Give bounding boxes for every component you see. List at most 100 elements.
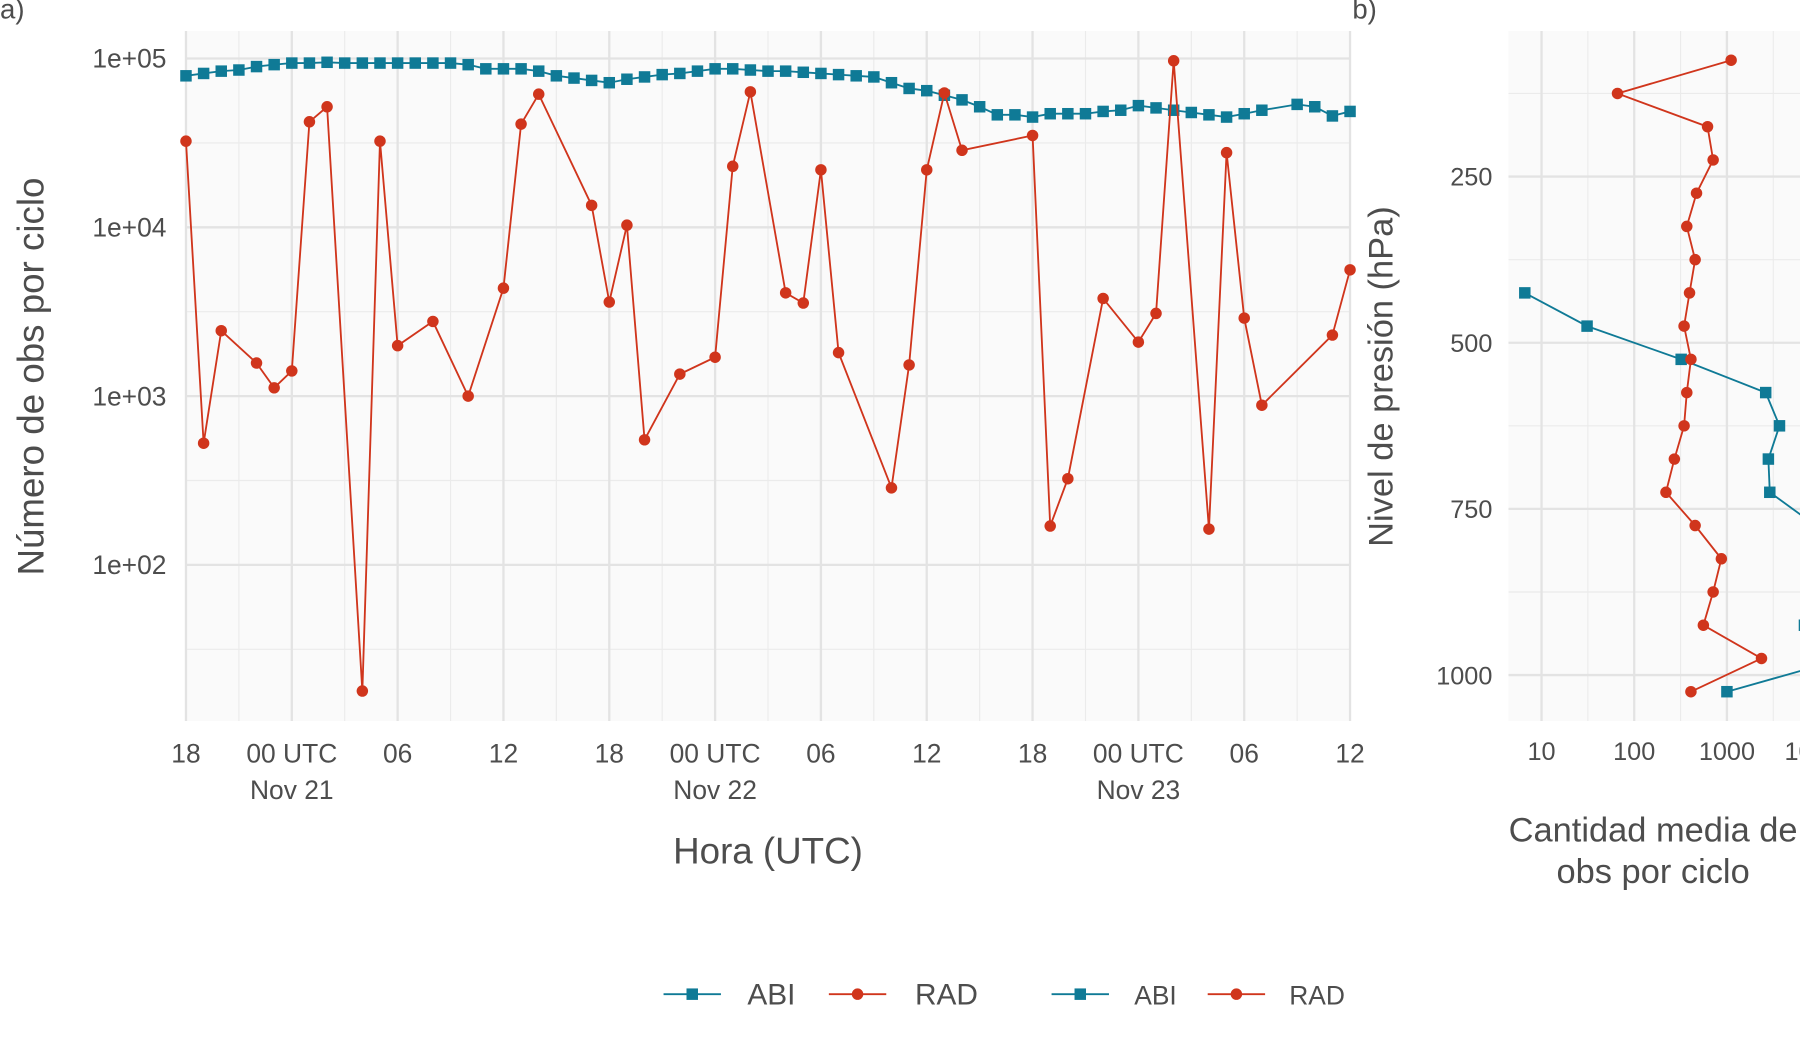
marker (797, 297, 810, 309)
x-tick-label: 12 (1335, 738, 1364, 768)
marker (1685, 353, 1697, 366)
marker (674, 368, 686, 380)
x-tick-label: 12 (912, 738, 941, 768)
x-tick-label: 06 (806, 738, 835, 768)
marker (1044, 520, 1056, 532)
marker (709, 63, 721, 75)
marker (903, 359, 915, 371)
marker (779, 287, 792, 299)
marker (1678, 320, 1690, 332)
y-tick-label: 1e+04 (92, 213, 166, 243)
marker (1309, 101, 1321, 113)
marker (1097, 105, 1109, 118)
marker (1150, 307, 1162, 320)
panel-tag: a) (0, 0, 25, 24)
marker (815, 67, 827, 80)
marker (1755, 652, 1768, 665)
marker (621, 219, 633, 231)
marker (338, 57, 351, 69)
marker (1690, 187, 1703, 199)
legend-label: ABI (747, 979, 795, 1012)
x-tick-label: 18 (595, 738, 624, 768)
x-tick-label: 18 (1018, 738, 1047, 768)
marker (497, 282, 510, 294)
marker (832, 346, 845, 359)
marker (1291, 98, 1303, 111)
x-tick-label: 00 UTC Nov 23 (1093, 738, 1184, 805)
marker (532, 65, 545, 77)
marker (568, 72, 580, 84)
marker (497, 63, 510, 75)
marker (1715, 553, 1728, 565)
marker (1707, 586, 1719, 598)
marker (603, 76, 616, 89)
marker (1150, 102, 1162, 114)
marker (1344, 264, 1356, 276)
marker (197, 437, 210, 449)
y-tick-label: 750 (1450, 496, 1492, 524)
marker (1721, 685, 1733, 698)
marker (1203, 109, 1215, 121)
legend-marker (851, 988, 864, 1000)
marker (286, 57, 298, 69)
marker (1701, 120, 1714, 133)
x-tick-label: 00 UTC Nov 22 (670, 738, 761, 805)
marker (885, 76, 898, 89)
marker (638, 434, 651, 446)
marker (691, 65, 704, 77)
marker (1256, 104, 1268, 116)
x-tick-label: 1000 (1699, 738, 1755, 766)
marker (1707, 154, 1719, 166)
marker (726, 63, 739, 75)
legend-marker (1074, 988, 1087, 1000)
marker (1581, 320, 1593, 332)
marker (1611, 87, 1624, 100)
marker (1238, 312, 1250, 324)
marker (744, 86, 757, 98)
marker (1132, 99, 1145, 112)
marker (480, 63, 492, 75)
marker (268, 382, 280, 394)
marker (1681, 220, 1693, 233)
marker (286, 365, 298, 377)
marker (1167, 55, 1180, 67)
marker (427, 315, 439, 328)
marker (1326, 329, 1339, 341)
x-tick-label: 06 (383, 738, 412, 768)
marker (1026, 129, 1039, 142)
marker (603, 296, 616, 308)
marker (1519, 287, 1531, 299)
marker (991, 109, 1004, 121)
x-axis-title: Cantidad media de obs por ciclo (1509, 811, 1798, 890)
panel-tag: b) (1352, 0, 1377, 24)
marker (921, 84, 933, 97)
marker (1675, 353, 1687, 366)
marker (374, 135, 386, 147)
marker (515, 63, 527, 75)
marker (1683, 287, 1696, 299)
marker (1660, 486, 1672, 499)
x-tick-label: 18 (171, 738, 200, 768)
marker (1115, 104, 1127, 116)
marker (1185, 106, 1198, 119)
marker (973, 101, 986, 113)
marker (1773, 420, 1786, 432)
marker (250, 60, 263, 73)
marker (1256, 399, 1268, 411)
marker (1762, 453, 1775, 465)
marker (321, 101, 333, 113)
marker (1764, 486, 1776, 499)
marker (956, 94, 968, 106)
marker (903, 82, 915, 95)
marker (391, 57, 404, 69)
marker (1203, 523, 1215, 535)
marker (921, 164, 933, 176)
marker (215, 324, 227, 337)
marker (303, 57, 316, 69)
y-tick-label: 1000 (1436, 662, 1492, 690)
marker (321, 56, 333, 69)
marker (180, 135, 192, 147)
marker (638, 71, 651, 83)
marker (1697, 619, 1710, 631)
marker (409, 57, 422, 69)
